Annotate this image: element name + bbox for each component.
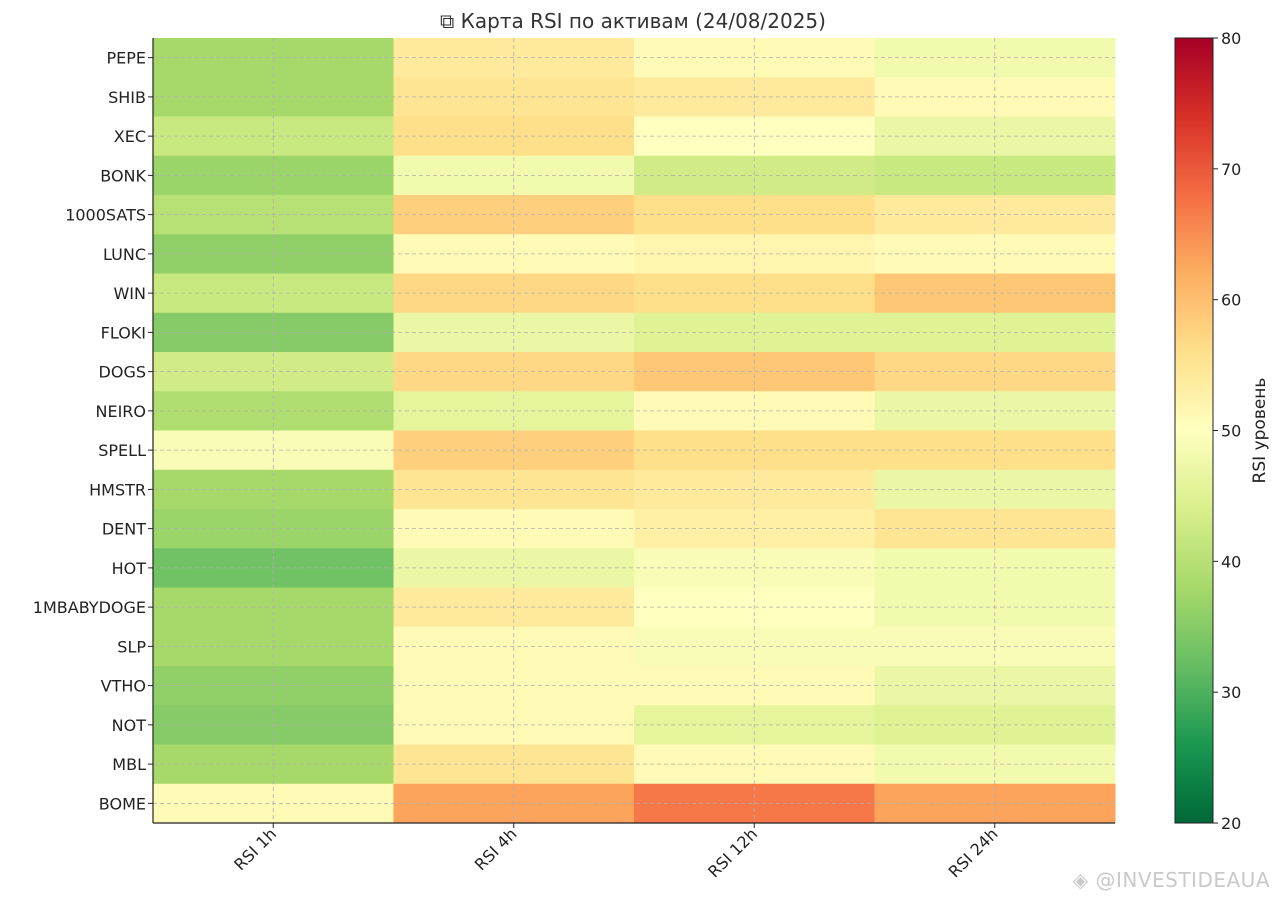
y-tick-label: SPELL (98, 441, 146, 460)
colorbar-label: RSI уровень (1250, 378, 1270, 484)
y-tick-label: 1MBABYDOGE (33, 598, 146, 617)
x-tick-label: RSI 1h (230, 824, 280, 874)
y-tick-label: NEIRO (95, 402, 146, 421)
y-tick-label: DOGS (99, 363, 146, 382)
heatmap-cell (634, 744, 875, 785)
y-tick-label: LUNC (103, 245, 146, 264)
heatmap-cell (634, 352, 875, 392)
y-tick-label: FLOKI (101, 323, 146, 342)
binance-logo-icon: ◈ (1072, 868, 1089, 892)
y-tick-label: MBL (112, 755, 146, 774)
y-tick-label: BOME (99, 794, 146, 813)
watermark: ◈ @INVESTIDEAUA (1073, 868, 1270, 892)
y-axis-ticks: PEPE SHIB XEC BONK 1000SATS LUNC WIN FLOKI DOGS N… (33, 49, 153, 813)
x-tick-label: RSI 12h (704, 824, 761, 881)
x-tick-label: RSI 24h (945, 824, 1002, 881)
watermark-text: @INVESTIDEAUA (1095, 868, 1270, 892)
heatmap-cell (634, 234, 875, 274)
colorbar-tick-label: 60 (1221, 291, 1241, 310)
colorbar: 20 30 40 50 60 70 80 RSI уровень (1174, 29, 1270, 833)
colorbar-tick-label: 80 (1221, 29, 1241, 48)
y-tick-label: NOT (112, 716, 147, 735)
y-tick-label: HOT (112, 559, 147, 578)
y-tick-label: BONK (100, 166, 146, 185)
grid-lines (153, 38, 1115, 823)
colorbar-tick-label: 50 (1221, 422, 1241, 441)
heatmap-cell (634, 155, 875, 196)
colorbar-gradient (1174, 37, 1214, 824)
y-tick-label: 1000SATS (65, 206, 146, 225)
y-tick-label: HMSTR (89, 480, 146, 499)
x-axis-ticks: RSI 1h RSI 4h RSI 12h RSI 24h (230, 823, 1002, 881)
x-tick-label: RSI 4h (471, 824, 521, 874)
y-tick-label: DENT (102, 520, 146, 539)
heatmap-cells (153, 38, 1116, 824)
y-tick-label: SLP (117, 637, 146, 656)
colorbar-tick-label: 20 (1221, 814, 1241, 833)
chart-title: ⧉ Карта RSI по активам (24/08/2025) (440, 9, 826, 33)
heatmap-cell (634, 430, 875, 471)
heatmap-cell (634, 38, 875, 78)
y-tick-label: PEPE (106, 49, 146, 68)
y-tick-label: SHIB (108, 88, 146, 107)
colorbar-tick-label: 70 (1221, 160, 1241, 179)
y-tick-label: XEC (114, 127, 146, 146)
colorbar-tick-label: 30 (1221, 683, 1241, 702)
heatmap-cell (634, 548, 875, 588)
y-tick-label: VTHO (101, 677, 146, 696)
colorbar-tick-label: 40 (1221, 552, 1241, 571)
y-tick-label: WIN (113, 284, 146, 303)
heatmap-cell (634, 626, 875, 667)
